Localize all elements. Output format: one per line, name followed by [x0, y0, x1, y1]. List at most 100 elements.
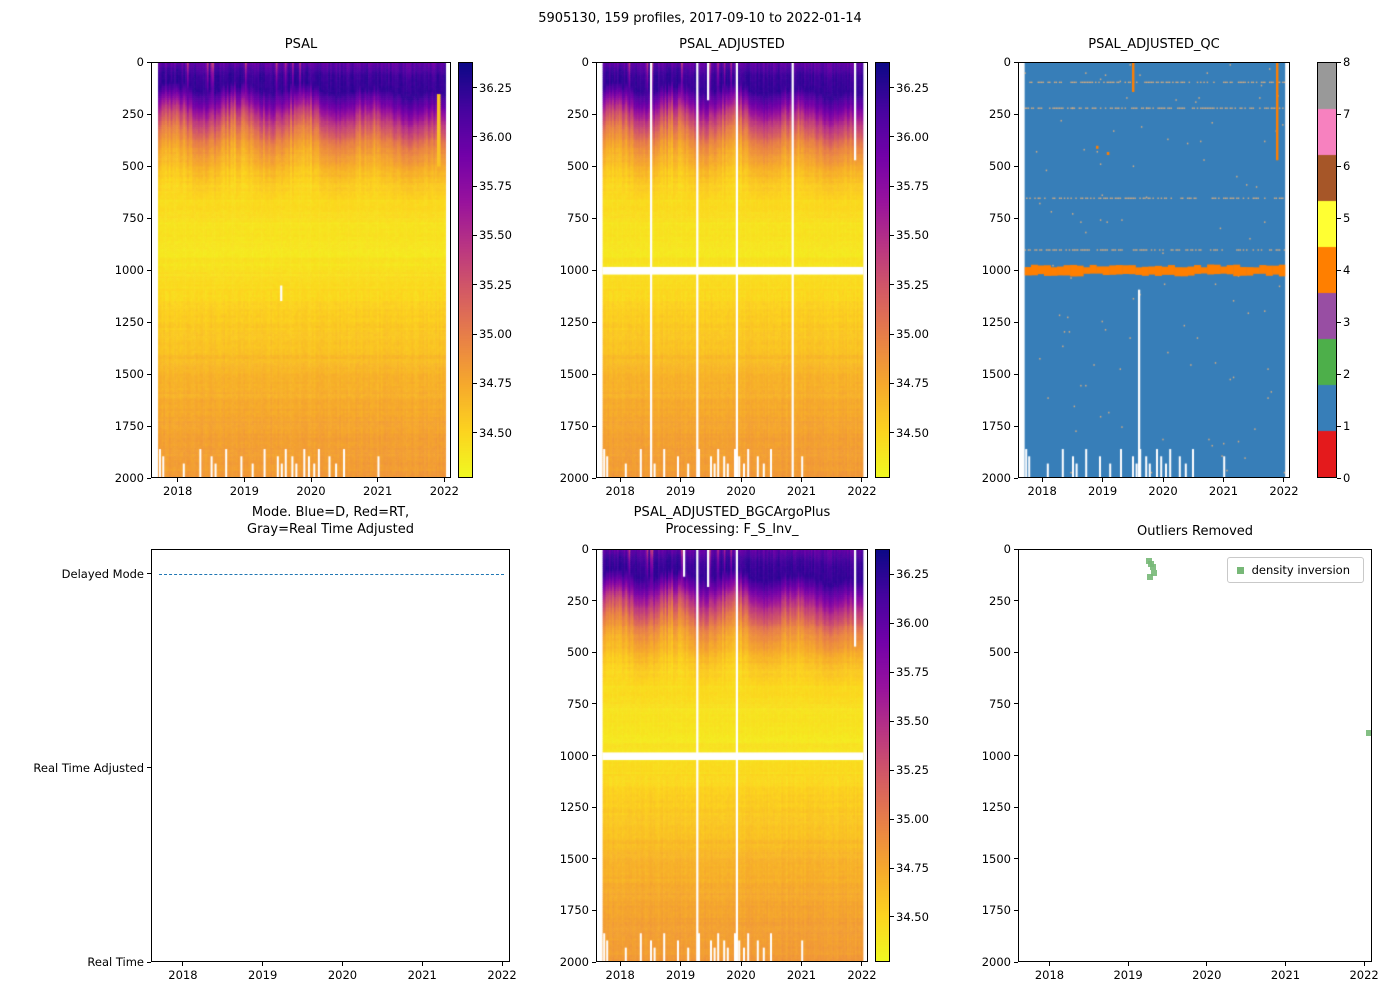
tick-mark: [1014, 165, 1018, 167]
y-tick-label: 250: [567, 593, 589, 608]
psal-plot-area: [151, 62, 451, 478]
x-tick-label: 2021: [1208, 484, 1239, 498]
tick-mark: [890, 185, 894, 187]
colorbar-tick-label: 34.50: [479, 425, 512, 440]
psal-colorbar: [458, 62, 473, 478]
qc-colorbar-tick-label: 2: [1343, 367, 1351, 381]
qc-colorbar-tick-label: 4: [1343, 263, 1351, 277]
x-tick-label: 2021: [407, 968, 437, 982]
y-tick-label: 1500: [559, 367, 589, 381]
x-tick-label: 2020: [1148, 484, 1178, 498]
panel-mode-title: Mode. Blue=D, Red=RT, Gray=Real Time Adj…: [151, 504, 510, 538]
x-tick-label: 2022: [1269, 484, 1299, 498]
tick-mark: [890, 720, 894, 722]
tick-mark: [890, 573, 894, 575]
x-tick-label: 2020: [726, 484, 756, 498]
y-tick-label: 2000: [114, 471, 144, 485]
colorbar-tick-label: 36.25: [479, 80, 512, 95]
tick-mark: [592, 425, 596, 427]
colorbar-tick-label: 35.75: [896, 665, 929, 680]
tick-mark: [1014, 651, 1018, 653]
tick-mark: [592, 61, 596, 63]
tick-mark: [592, 961, 596, 963]
tick-mark: [473, 136, 477, 138]
density-inversion-marker-icon: [1236, 566, 1244, 574]
tick-mark: [182, 962, 184, 966]
y-tick-label: 1000: [981, 263, 1011, 277]
tick-mark: [147, 217, 151, 219]
tick-mark: [1014, 858, 1018, 860]
x-tick-label: 2020: [327, 968, 358, 982]
tick-mark: [147, 269, 151, 271]
tick-mark: [1337, 217, 1341, 219]
qc-colorbar-tick-label: 6: [1343, 159, 1351, 173]
panel-qc-title: PSAL_ADJUSTED_QC: [1088, 37, 1220, 52]
tick-mark: [801, 478, 802, 482]
qc-colorbar-tick-label: 1: [1343, 419, 1351, 433]
panel-psal-adjusted-title: PSAL_ADJUSTED: [679, 37, 785, 52]
y-tick-label: 1250: [559, 315, 589, 329]
x-tick-label: 2018: [605, 484, 635, 498]
tick-mark: [890, 284, 894, 286]
tick-mark: [501, 962, 503, 966]
y-tick-label: 2000: [981, 955, 1011, 969]
x-tick-label: 2018: [1034, 968, 1065, 982]
tick-mark: [890, 382, 894, 384]
y-tick-label: 1500: [559, 851, 589, 866]
tick-mark: [147, 477, 151, 479]
tick-mark: [619, 962, 621, 966]
tick-mark: [861, 962, 863, 966]
tick-mark: [890, 87, 894, 89]
x-tick-label: 2019: [248, 968, 278, 982]
tick-mark: [890, 867, 894, 869]
tick-mark: [592, 165, 596, 167]
colorbar-tick-label: 36.00: [896, 129, 929, 144]
colorbar-tick-label: 34.50: [896, 425, 929, 440]
x-tick-label: 2022: [1349, 968, 1379, 982]
mode-plot-area: [151, 549, 510, 962]
tick-mark: [592, 477, 596, 479]
bgc-plot-area: [596, 549, 868, 962]
tick-mark: [1014, 548, 1018, 550]
colorbar-tick-label: 35.50: [896, 228, 929, 243]
colorbar-tick-label: 35.00: [896, 812, 929, 827]
x-tick-label: 2021: [1270, 968, 1301, 982]
tick-mark: [890, 671, 894, 673]
y-tick-label: 1000: [981, 748, 1011, 763]
tick-mark: [592, 703, 596, 705]
tick-mark: [443, 478, 445, 482]
tick-mark: [1014, 909, 1018, 911]
tick-mark: [147, 373, 151, 375]
tick-mark: [147, 767, 151, 769]
mode-y-tick-label: Real Time Adjusted: [33, 760, 144, 775]
tick-mark: [310, 478, 312, 482]
y-tick-label: 1500: [981, 851, 1011, 866]
outliers-plot-area: density inversion: [1018, 549, 1372, 962]
y-tick-label: 1000: [559, 748, 589, 763]
y-tick-label: 0: [581, 542, 589, 556]
colorbar-tick-label: 34.50: [896, 909, 929, 924]
tick-mark: [1223, 478, 1224, 482]
tick-mark: [341, 962, 343, 966]
y-tick-label: 750: [567, 696, 589, 711]
tick-mark: [890, 916, 894, 918]
x-tick-label: 2022: [847, 484, 877, 498]
tick-mark: [1014, 373, 1018, 375]
tick-mark: [592, 806, 596, 808]
x-tick-label: 2020: [726, 968, 756, 982]
mode-y-tick-label: Real Time: [87, 955, 144, 969]
y-tick-label: 750: [989, 696, 1011, 711]
tick-mark: [592, 909, 596, 911]
x-tick-label: 2022: [847, 968, 877, 982]
y-tick-label: 1250: [981, 315, 1011, 329]
y-tick-label: 500: [989, 159, 1011, 173]
tick-mark: [801, 962, 802, 966]
outlier-point: [1147, 573, 1154, 580]
x-tick-label: 2022: [487, 968, 517, 982]
panel-bgc-title-line2: Processing: F_S_Inv_: [665, 522, 799, 537]
tick-mark: [1127, 962, 1129, 966]
tick-mark: [1102, 478, 1104, 482]
bgc-colorbar: [875, 549, 890, 962]
tick-mark: [1284, 962, 1286, 966]
colorbar-tick-label: 35.25: [896, 277, 929, 292]
